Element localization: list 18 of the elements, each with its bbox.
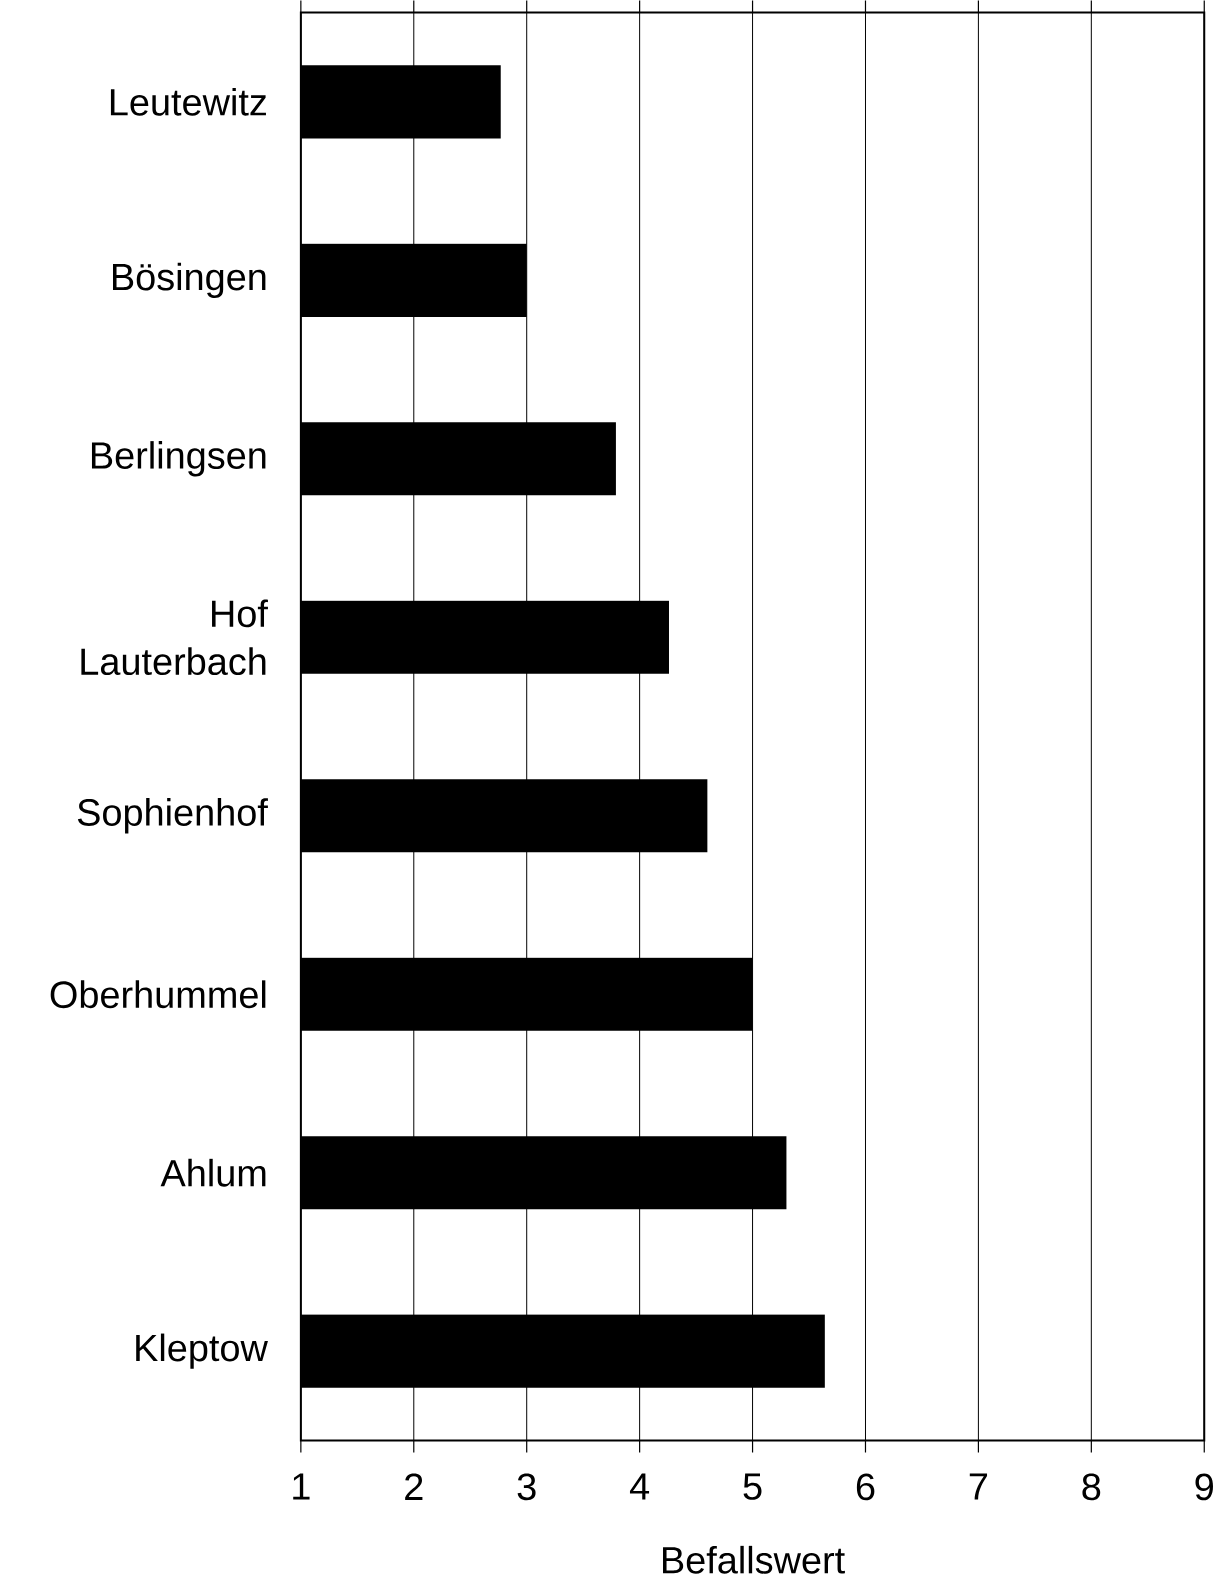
x-tick-label: 8 [1082, 1473, 1100, 1501]
x-tick-label: 9 [1195, 1473, 1213, 1501]
x-tick-label: 7 [969, 1473, 987, 1500]
x-tick-label: 2 [404, 1473, 423, 1500]
y-tick-label: Ahlum [160, 1158, 266, 1187]
x-axis-title: Befallswert [662, 1545, 845, 1574]
x-tick-label: 1 [293, 1473, 310, 1500]
y-tick-label: Sophienhof [77, 798, 268, 834]
x-tick-label: 5 [743, 1473, 762, 1500]
x-tick-label: 4 [629, 1473, 649, 1500]
y-tick-label: Berlingsen [91, 441, 266, 477]
y-tick-label: Kleptow [136, 1333, 268, 1369]
x-tick-label: 3 [517, 1473, 536, 1501]
y-tick-label: Oberhummel [50, 980, 266, 1009]
x-tick-label: 6 [856, 1473, 875, 1501]
y-tick-label: Leutewitz [110, 87, 266, 116]
y-tick-label: Hof Lauterbach [81, 599, 268, 676]
y-tick-label: Bösingen [112, 262, 266, 298]
